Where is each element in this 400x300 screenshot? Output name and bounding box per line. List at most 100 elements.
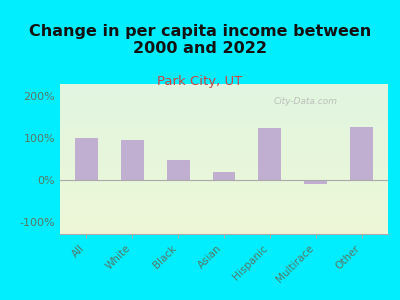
Bar	[60, 159, 388, 160]
Bar	[60, 84, 388, 86]
Bar	[60, 140, 388, 141]
Bar	[60, 180, 388, 182]
Bar	[60, 213, 388, 214]
Bar	[60, 202, 388, 204]
Bar	[60, 176, 388, 177]
Bar	[60, 135, 388, 136]
Bar	[60, 94, 388, 96]
Bar	[304, 180, 327, 184]
Bar	[60, 192, 388, 194]
Bar	[60, 194, 388, 195]
Bar	[60, 111, 388, 112]
Bar	[60, 130, 388, 132]
Bar	[60, 148, 388, 150]
Text: Change in per capita income between
2000 and 2022: Change in per capita income between 2000…	[29, 24, 371, 56]
Bar	[60, 141, 388, 142]
Bar	[60, 90, 388, 92]
Bar	[60, 136, 388, 138]
Bar	[60, 182, 388, 183]
Bar	[60, 112, 388, 114]
Bar	[60, 147, 388, 148]
Bar	[60, 88, 388, 90]
Bar	[121, 140, 144, 180]
Bar	[60, 169, 388, 171]
Text: City-Data.com: City-Data.com	[274, 98, 338, 106]
Bar	[60, 96, 388, 98]
Bar	[60, 226, 388, 228]
Bar	[60, 190, 388, 192]
Bar	[167, 160, 190, 180]
Bar	[60, 132, 388, 134]
Bar	[60, 144, 388, 146]
Bar	[60, 216, 388, 218]
Bar	[60, 118, 388, 120]
Bar	[60, 232, 388, 234]
Bar	[60, 200, 388, 201]
Bar	[60, 98, 388, 99]
Bar	[75, 138, 98, 180]
Bar	[60, 152, 388, 153]
Bar	[60, 160, 388, 162]
Bar	[60, 142, 388, 144]
Bar	[60, 110, 388, 111]
Bar	[60, 146, 388, 147]
Bar	[60, 108, 388, 110]
Bar	[60, 102, 388, 104]
Text: Park City, UT: Park City, UT	[157, 75, 243, 88]
Bar	[60, 218, 388, 219]
Bar	[60, 206, 388, 207]
Bar	[60, 123, 388, 124]
Bar	[60, 156, 388, 158]
Bar	[60, 164, 388, 165]
Bar	[60, 138, 388, 140]
Bar	[60, 117, 388, 118]
Bar	[60, 100, 388, 102]
Bar	[60, 172, 388, 174]
Bar	[60, 220, 388, 222]
Bar	[60, 153, 388, 154]
Bar	[60, 195, 388, 196]
Bar	[60, 92, 388, 93]
Bar	[60, 105, 388, 106]
Bar	[60, 201, 388, 202]
Bar	[60, 214, 388, 216]
Bar	[60, 207, 388, 208]
Bar	[60, 122, 388, 123]
Bar	[60, 158, 388, 159]
Bar	[60, 228, 388, 230]
Bar	[60, 171, 388, 172]
Bar	[60, 183, 388, 184]
Bar	[60, 120, 388, 122]
Bar	[60, 188, 388, 189]
Bar	[60, 154, 388, 156]
Bar	[258, 128, 281, 180]
Bar	[60, 129, 388, 130]
Bar	[60, 222, 388, 224]
Bar	[60, 225, 388, 226]
Bar	[60, 87, 388, 88]
Bar	[60, 231, 388, 232]
Bar	[60, 114, 388, 116]
Bar	[60, 178, 388, 180]
Bar	[60, 230, 388, 231]
Bar	[212, 172, 236, 180]
Bar	[350, 127, 373, 180]
Bar	[60, 198, 388, 200]
Bar	[60, 93, 388, 94]
Bar	[60, 85, 388, 87]
Bar	[60, 208, 388, 210]
Bar	[60, 165, 388, 166]
Bar	[60, 219, 388, 220]
Bar	[60, 99, 388, 100]
Bar	[60, 186, 388, 188]
Bar	[60, 174, 388, 176]
Bar	[60, 212, 388, 213]
Bar	[60, 177, 388, 178]
Bar	[60, 116, 388, 117]
Bar	[60, 189, 388, 190]
Bar	[60, 184, 388, 186]
Bar	[60, 162, 388, 164]
Bar	[60, 106, 388, 108]
Bar	[60, 167, 388, 168]
Bar	[60, 196, 388, 198]
